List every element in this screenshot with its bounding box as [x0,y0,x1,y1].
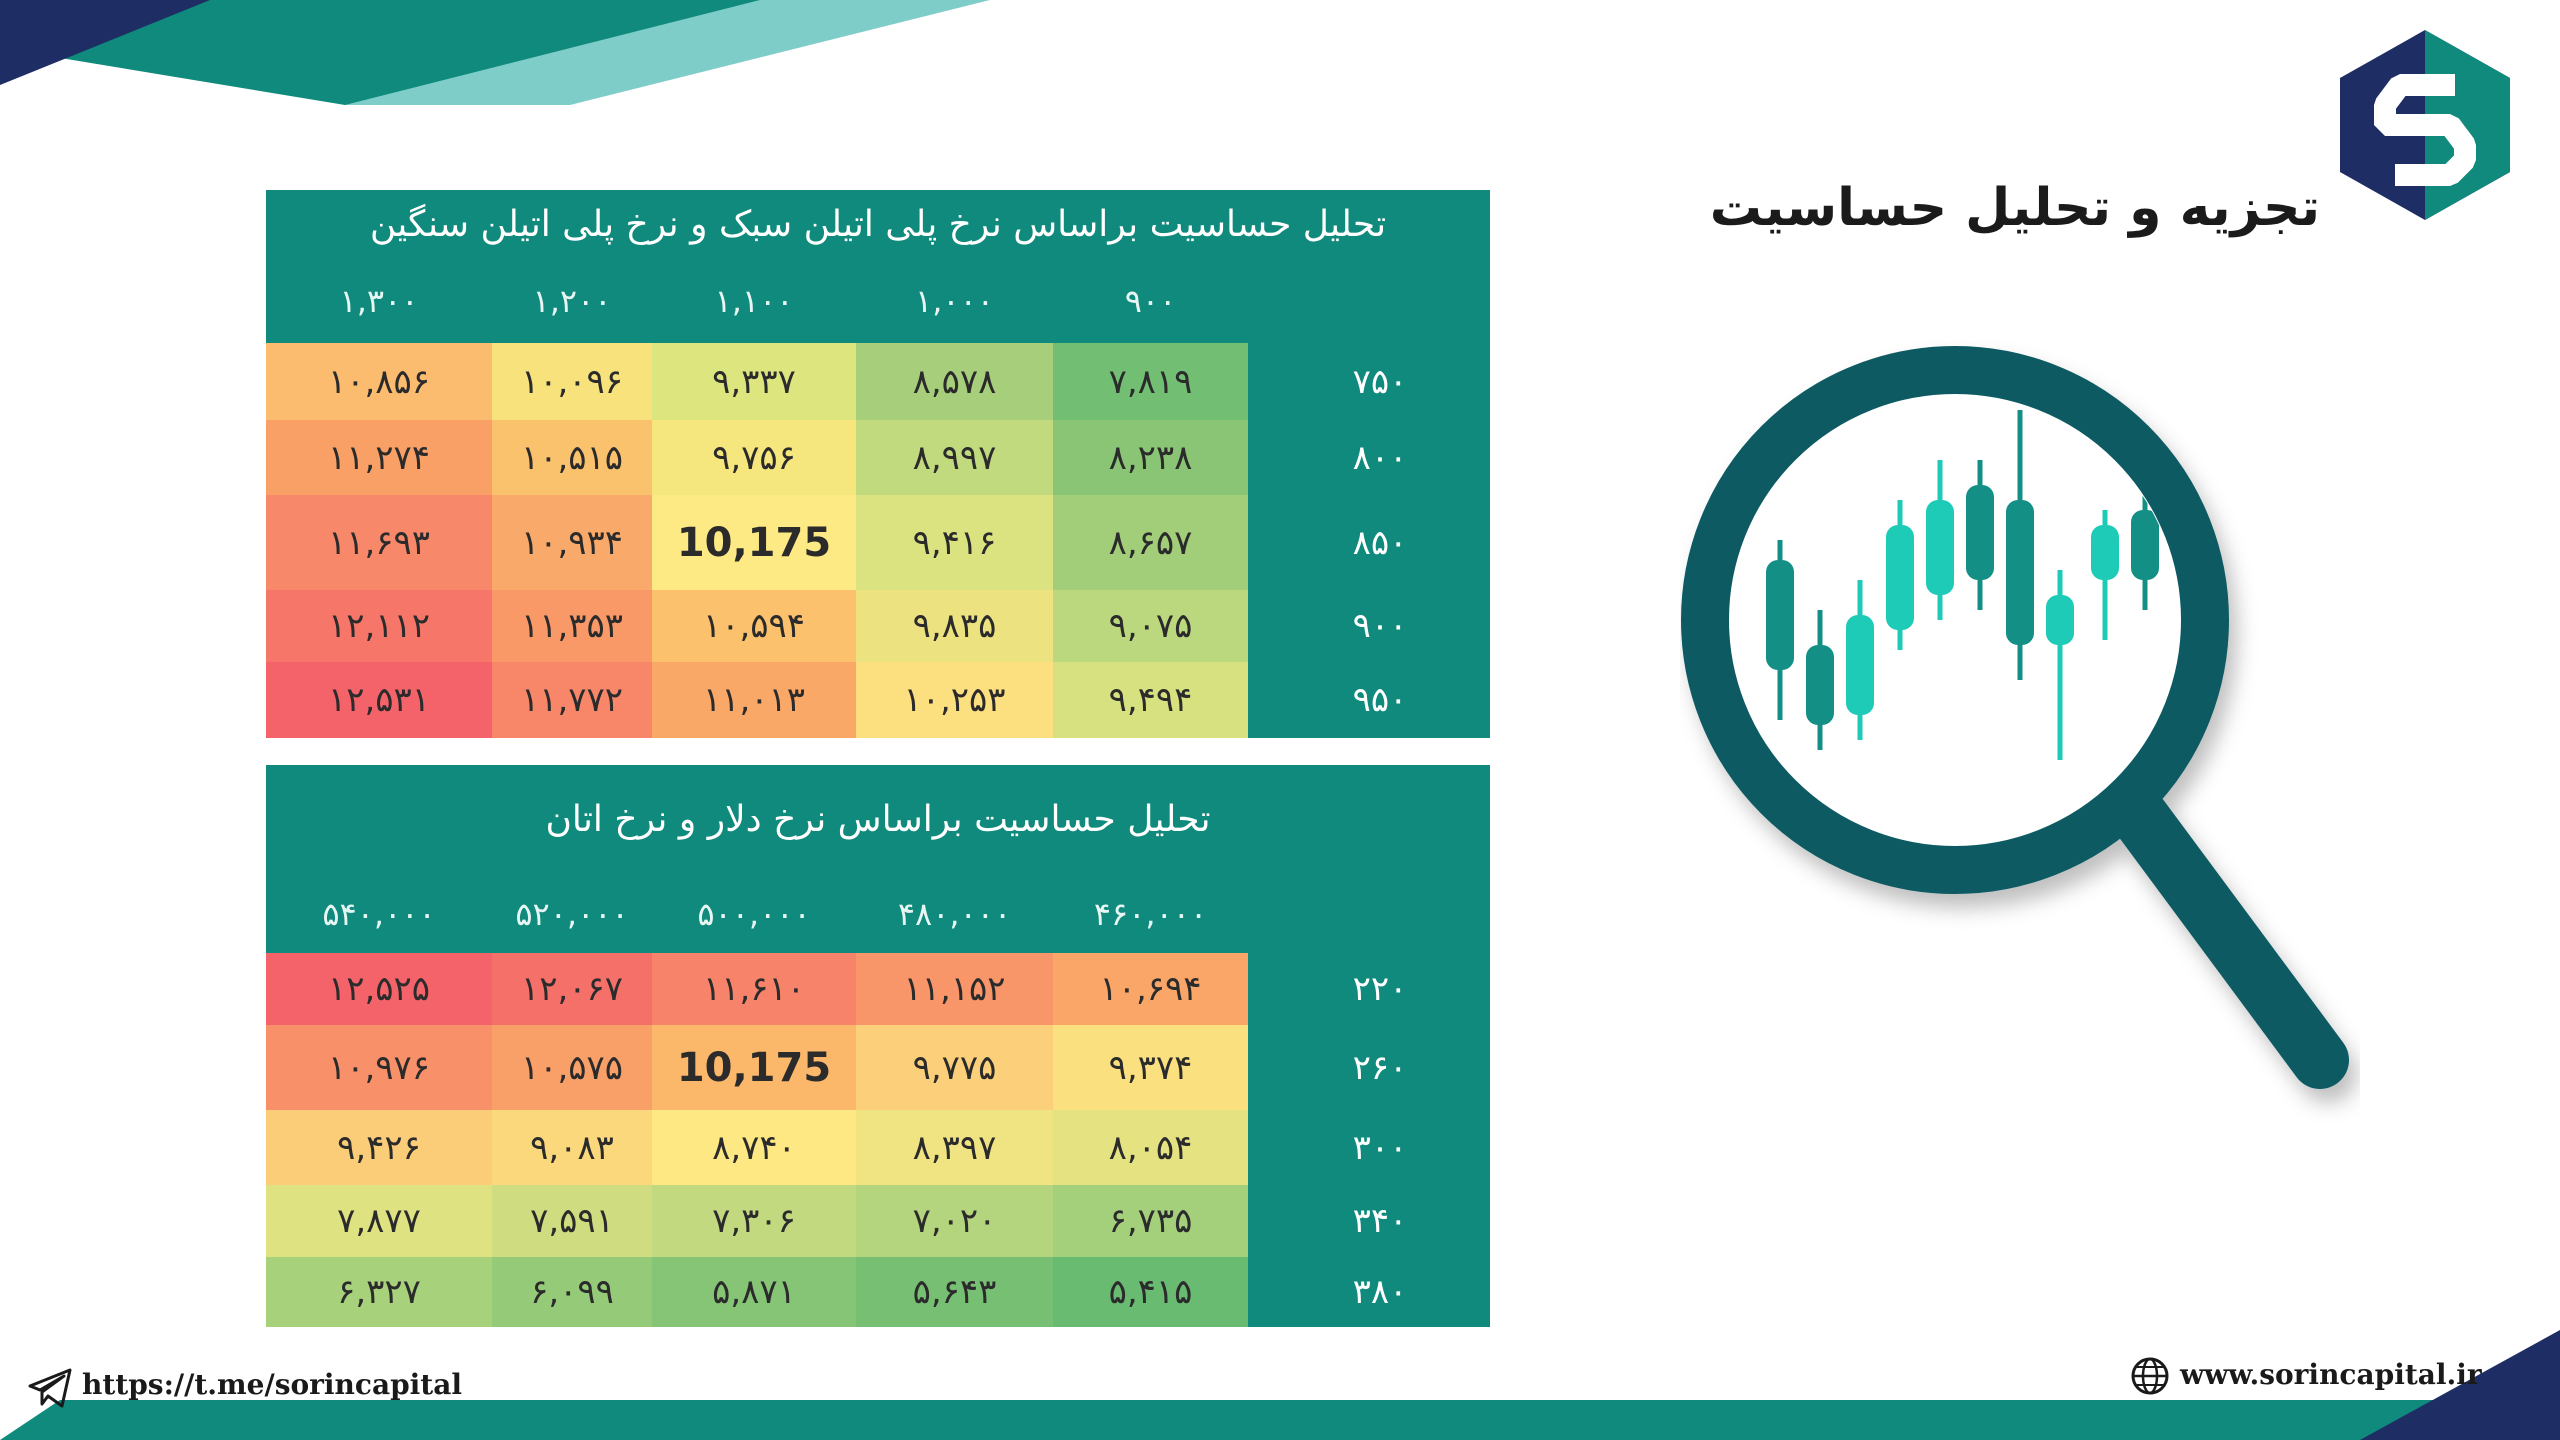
table-cell: ۹,۴۹۴ [1053,662,1248,738]
row-header: ۷۵۰ [1352,361,1408,402]
column-header: ۴۶۰,۰۰۰ [1093,895,1208,933]
table-cell: ۵,۴۱۵ [1053,1257,1248,1327]
website-link[interactable]: www.sorincapital.ir [2180,1358,2482,1391]
table-cell: ۹,۴۱۶ [856,495,1053,590]
table-cell: ۱۱,۶۱۰ [652,953,856,1025]
table-cell: ۸,۵۷۸ [856,343,1053,420]
column-header: ۵۴۰,۰۰۰ [322,895,436,933]
table-cell: ۵,۸۷۱ [652,1257,856,1327]
table-cell: ۹,۷۵۶ [652,420,856,495]
table-cell: ۸,۹۹۷ [856,420,1053,495]
candlestick-icon [1766,410,2159,760]
table-cell: ۱۰,۵۱۵ [492,420,652,495]
table-cell: ۱۱,۱۵۲ [856,953,1053,1025]
table-cell: ۱۲,۵۲۵ [266,953,492,1025]
row-header: ۸۵۰ [1352,522,1408,563]
table-cell: ۹,۳۳۷ [652,343,856,420]
table-cell: 10,175 [652,1025,856,1110]
sensitivity-table-polyethylene: تحلیل حساسیت براساس نرخ پلی اتیلن سبک و … [266,190,1490,738]
table-cell: ۱۰,۹۷۶ [266,1025,492,1110]
telegram-link[interactable]: https://t.me/sorincapital [82,1368,463,1401]
row-header: ۲۶۰ [1352,1047,1408,1088]
table-cell: ۱۲,۵۳۱ [266,662,492,738]
table-cell: ۱۱,۲۷۴ [266,420,492,495]
table-cell: ۹,۰۷۵ [1053,590,1248,662]
table-cell: ۱۰,۶۹۴ [1053,953,1248,1025]
table-cell: ۷,۸۱۹ [1053,343,1248,420]
table-cell: 10,175 [652,495,856,590]
table-cell: ۱۱,۷۷۲ [492,662,652,738]
table-cell: ۹,۳۷۴ [1053,1025,1248,1110]
table-cell: ۹,۷۷۵ [856,1025,1053,1110]
column-header: ۵۰۰,۰۰۰ [697,895,811,933]
table-cell: ۹,۴۲۶ [266,1110,492,1185]
globe-icon [2131,1357,2169,1395]
table-cell: ۱۰,۵۹۴ [652,590,856,662]
table-cell: ۹,۸۳۵ [856,590,1053,662]
row-header: ۹۵۰ [1352,680,1408,720]
telegram-icon [28,1368,72,1408]
table-cell: ۱۱,۶۹۳ [266,495,492,590]
table-cell: ۵,۶۴۳ [856,1257,1053,1327]
page-title: تجزیه و تحلیل حساسیت [1709,178,2320,238]
sensitivity-table-dollar-ethane: تحلیل حساسیت براساس نرخ دلار و نرخ اتان … [266,765,1490,1327]
row-header: ۳۸۰ [1352,1272,1408,1312]
table-cell: ۱۱,۳۵۳ [492,590,652,662]
table-cell: ۶,۰۹۹ [492,1257,652,1327]
table-title: تحلیل حساسیت براساس نرخ دلار و نرخ اتان [545,799,1211,840]
row-header: ۳۰۰ [1352,1127,1408,1168]
column-header: ۱,۲۰۰ [532,282,612,320]
table-cell: ۱۰,۸۵۶ [266,343,492,420]
sorin-logo [2340,30,2510,220]
row-header: ۳۴۰ [1352,1201,1408,1241]
table-cell: ۷,۰۲۰ [856,1185,1053,1257]
table-cell: ۷,۸۷۷ [266,1185,492,1257]
row-header: ۹۰۰ [1352,606,1408,646]
table-cell: ۸,۷۴۰ [652,1110,856,1185]
table-cell: ۱۰,۹۳۴ [492,495,652,590]
column-header: ۹۰۰ [1124,282,1177,320]
row-header: ۲۲۰ [1352,969,1408,1009]
column-header: ۱,۱۰۰ [714,282,794,320]
table-cell: ۱۲,۱۱۲ [266,590,492,662]
table-cell: ۸,۳۹۷ [856,1110,1053,1185]
table-cell: ۸,۶۵۷ [1053,495,1248,590]
table-cell: ۸,۰۵۴ [1053,1110,1248,1185]
table-cell: ۱۱,۰۱۳ [652,662,856,738]
table-cell: ۷,۵۹۱ [492,1185,652,1257]
table-cell: ۷,۳۰۶ [652,1185,856,1257]
column-header: ۵۲۰,۰۰۰ [515,895,629,933]
table-cell: ۹,۰۸۳ [492,1110,652,1185]
table-cell: ۱۰,۲۵۳ [856,662,1053,738]
table-title: تحلیل حساسیت براساس نرخ پلی اتیلن سبک و … [369,204,1387,245]
column-header: ۱,۰۰۰ [915,282,994,320]
column-header: ۴۸۰,۰۰۰ [897,895,1012,933]
table-cell: ۶,۷۳۵ [1053,1185,1248,1257]
table-cell: ۶,۳۲۷ [266,1257,492,1327]
table-cell: ۱۲,۰۶۷ [492,953,652,1025]
table-cell: ۱۰,۰۹۶ [492,343,652,420]
table-cell: ۸,۲۳۸ [1053,420,1248,495]
magnifier-chart-illustration [1681,346,2349,1089]
column-header: ۱,۳۰۰ [339,282,419,320]
row-header: ۸۰۰ [1352,437,1408,478]
table-cell: ۱۰,۵۷۵ [492,1025,652,1110]
